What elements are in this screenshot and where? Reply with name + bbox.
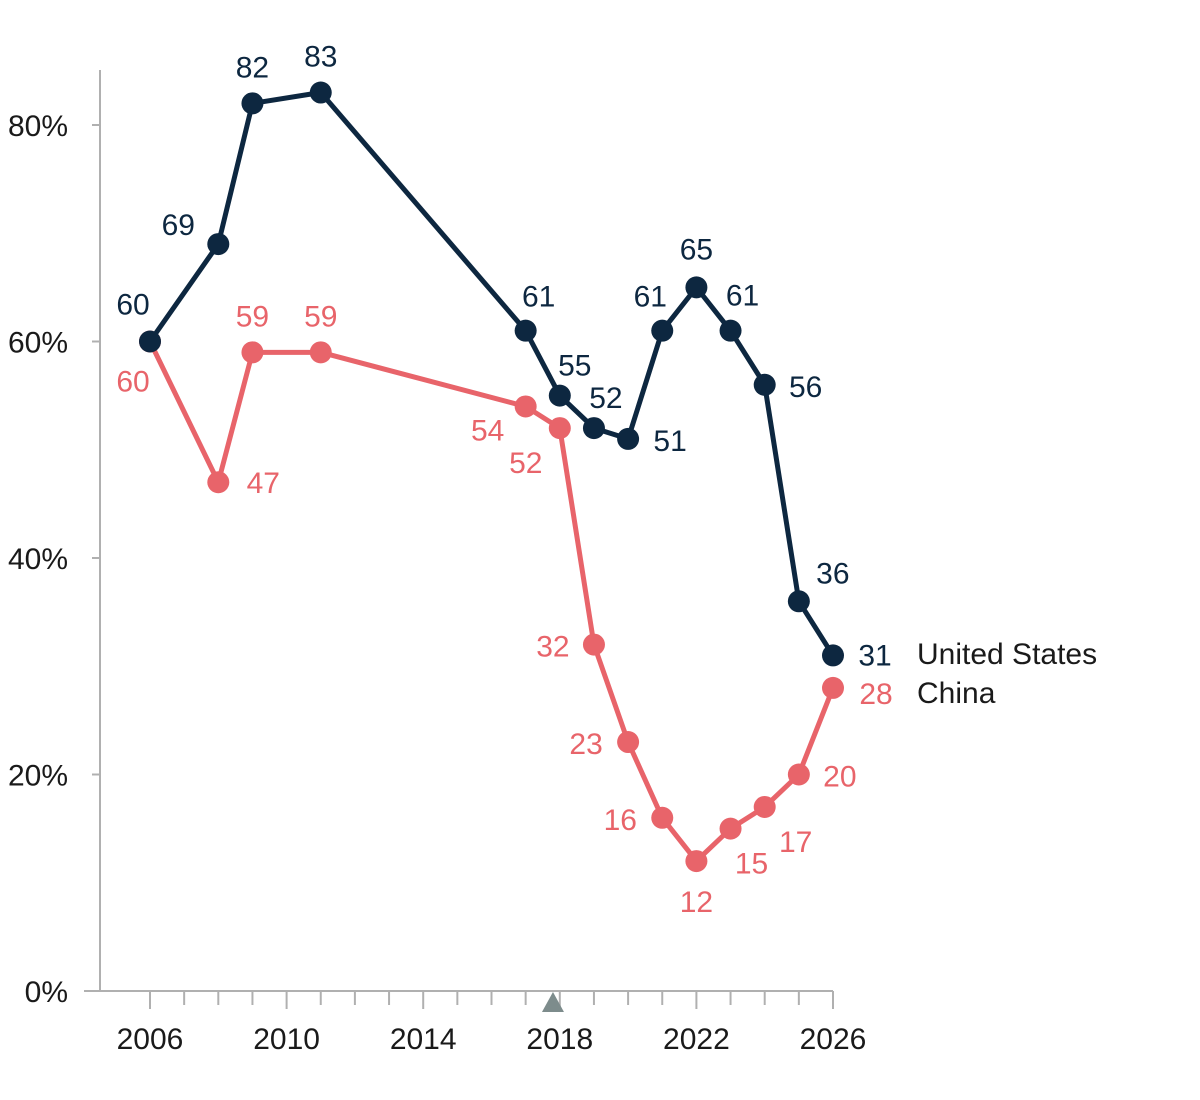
x-tick-label: 2026 (800, 1023, 867, 1056)
legend: United States China (917, 638, 1097, 710)
united-states-data-label: 61 (726, 280, 759, 313)
united-states-data-label: 61 (634, 281, 667, 314)
china-data-label: 59 (236, 300, 269, 333)
x-tick-label: 2022 (663, 1023, 730, 1056)
china-point (548, 417, 571, 440)
united-states-point (139, 330, 161, 353)
china-data-label: 54 (471, 414, 504, 447)
series-group (139, 81, 844, 873)
united-states-point (617, 427, 640, 450)
united-states-point (753, 373, 776, 396)
united-states-data-label: 31 (858, 639, 891, 672)
china-point (753, 795, 776, 818)
china-data-label: 28 (859, 678, 892, 711)
x-tick-label: 2014 (390, 1023, 457, 1056)
united-states-point (651, 319, 674, 342)
y-tick-label: 80% (8, 110, 68, 143)
china-point (617, 731, 640, 754)
china-data-label: 20 (823, 761, 856, 794)
united-states-point (548, 384, 571, 407)
united-states-point (514, 319, 537, 342)
united-states-point (787, 590, 810, 613)
china-data-label: 12 (680, 886, 713, 919)
united-states-data-label: 36 (816, 557, 849, 590)
china-point (719, 817, 742, 840)
united-states-line (147, 90, 836, 658)
china-data-label: 15 (735, 848, 768, 881)
china-data-label: 32 (536, 631, 569, 664)
china-point (787, 763, 810, 786)
united-states-point (719, 319, 742, 342)
china-point (651, 806, 674, 829)
united-states-point (207, 233, 230, 256)
united-states-point (582, 417, 605, 440)
china-data-label: 60 (116, 366, 149, 399)
united-states-data-label: 82 (236, 51, 269, 84)
y-tick-label: 60% (8, 327, 68, 360)
china-data-label: 59 (304, 300, 337, 333)
china-point (207, 471, 230, 494)
y-tick-label: 40% (8, 543, 68, 576)
united-states-data-label: 55 (558, 350, 591, 383)
china-data-label: 47 (247, 467, 280, 500)
china-data-label: 52 (509, 447, 542, 480)
y-tick-label: 0% (25, 976, 68, 1009)
united-states-data-label: 52 (589, 382, 622, 415)
china-point (309, 341, 332, 364)
china-point (582, 633, 605, 656)
united-states-data-label: 65 (680, 233, 713, 266)
china-legend-label: China (917, 677, 996, 710)
china-point (241, 341, 264, 364)
y-tick-label: 20% (8, 760, 68, 793)
x-ticks: 2006 2010 2014 2018 2022 2026 (117, 991, 867, 1056)
united-states-point (685, 276, 708, 299)
x-tick-label: 2010 (253, 1023, 320, 1056)
united-states-data-label: 56 (789, 371, 822, 404)
china-data-label: 23 (569, 728, 602, 761)
united-states-point (241, 92, 264, 115)
china-point (822, 676, 844, 699)
united-states-data-label: 51 (653, 425, 686, 458)
china-data-label: 16 (604, 804, 637, 837)
china-point (685, 850, 708, 873)
united-states-data-label: 83 (304, 41, 337, 74)
united-states-point (309, 81, 332, 104)
china-data-label: 17 (779, 826, 812, 859)
united-states-data-label: 60 (116, 289, 149, 322)
united-states-data-label: 69 (162, 209, 195, 242)
x-axis-marker-triangle (541, 992, 564, 1012)
axes: 0% 20% 40% 60% 80% (8, 70, 833, 1009)
united-states-data-label: 61 (522, 281, 555, 314)
united-states-legend-label: United States (917, 638, 1097, 671)
x-tick-label: 2018 (526, 1023, 593, 1056)
united-states-point (822, 644, 844, 667)
x-tick-label: 2006 (117, 1023, 184, 1056)
china-point (514, 395, 537, 418)
